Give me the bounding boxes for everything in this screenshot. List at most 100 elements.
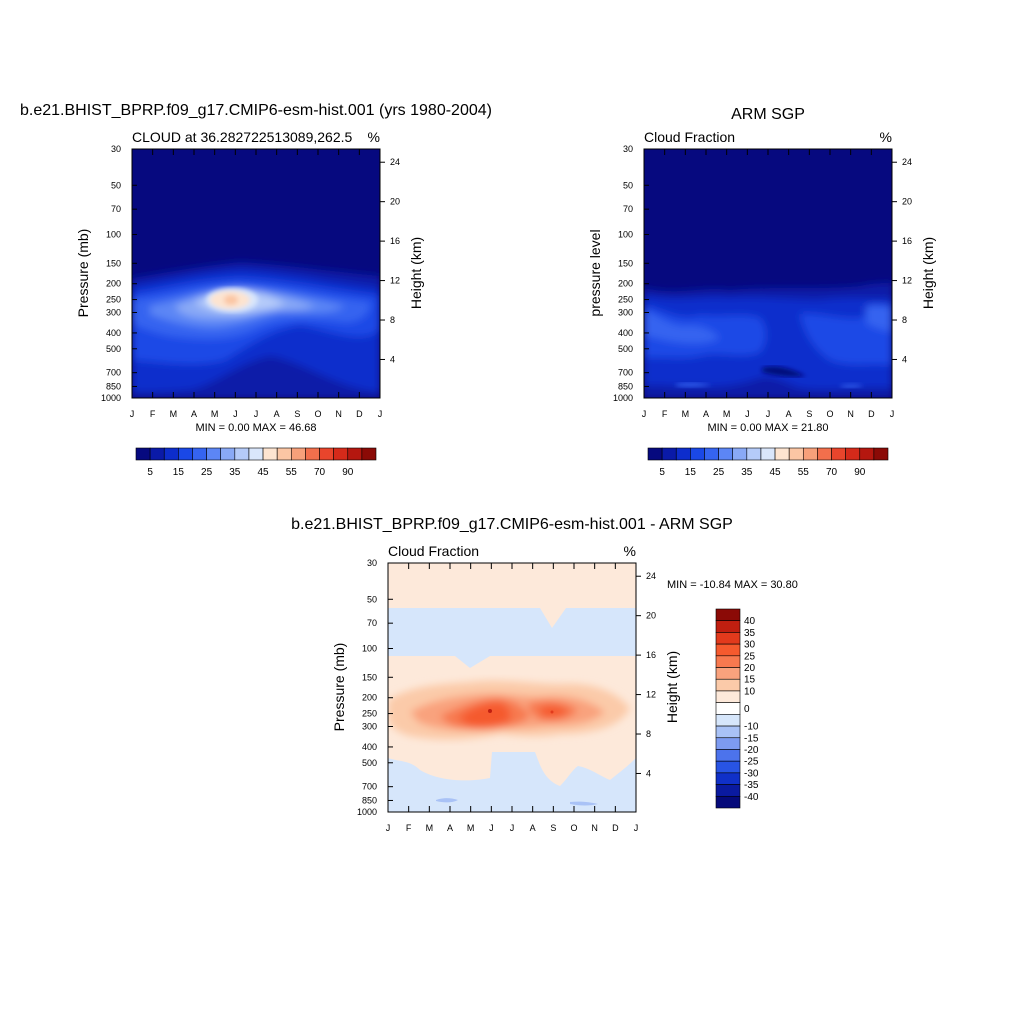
- colorbar-swatch: [248, 447, 264, 461]
- y2-tick-label: 24: [902, 157, 912, 167]
- colorbar-label: 25: [744, 651, 756, 662]
- colorbar-swatch: [845, 447, 861, 461]
- x-tick-label: O: [826, 409, 833, 419]
- y2-tick-label: 4: [902, 354, 907, 364]
- field-fill-neg-upper: [388, 608, 636, 668]
- x-tick-label: S: [550, 823, 556, 833]
- y2-tick-label: 24: [390, 157, 400, 167]
- colorbar-label: 90: [342, 467, 354, 478]
- colorbar-swatch: [361, 447, 377, 461]
- colorbar-swatch: [718, 447, 734, 461]
- x-tick-label: N: [335, 409, 342, 419]
- colorbar-swatch: [178, 447, 193, 461]
- panel-diff-title: b.e21.BHIST_BPRP.f09_g17.CMIP6-esm-hist.…: [291, 516, 733, 533]
- panel-diff-right-label: %: [624, 543, 636, 559]
- y-tick-label: 500: [362, 758, 377, 768]
- panel-diff-ylabel-right: Height (km): [664, 651, 680, 723]
- panel-obs: ARM SGP Cloud Fraction % 30 50 70 100 150 200…: [587, 106, 936, 478]
- colorbar-label: 5: [147, 467, 153, 478]
- panel-model-colorbar: 5 15 25 35 45 55 70 90: [135, 447, 377, 478]
- colorbar-label: 45: [769, 467, 781, 478]
- panel-diff-axes: 30 50 70 100 150 200 250 300 400 500 700 850 1000 24 2…: [357, 558, 656, 833]
- panel-obs-left-label: Cloud Fraction: [644, 129, 735, 145]
- colorbar-swatch: [788, 447, 804, 461]
- y-tick-label: 200: [106, 279, 121, 289]
- colorbar-swatch: [661, 447, 677, 461]
- x-tick-label: M: [723, 409, 731, 419]
- x-tick-label: J: [642, 409, 647, 419]
- field-fill-max: [224, 295, 238, 305]
- panel-obs-colorbar: 5 15 25 35 45 55 70 90: [647, 447, 889, 478]
- colorbar-label: -35: [744, 780, 759, 791]
- panel-obs-ylabel-right: Height (km): [920, 237, 936, 309]
- colorbar-swatch: [715, 667, 741, 680]
- x-tick-label: F: [662, 409, 668, 419]
- y-tick-label: 500: [618, 344, 633, 354]
- panel-diff-left-label: Cloud Fraction: [388, 543, 479, 559]
- y-tick-label: 70: [111, 204, 121, 214]
- colorbar-label: 15: [744, 675, 756, 686]
- x-tick-label: A: [530, 823, 536, 833]
- x-tick-label: J: [489, 823, 494, 833]
- colorbar-label: -30: [744, 768, 759, 779]
- colorbar-label: 90: [854, 467, 866, 478]
- x-tick-label: S: [294, 409, 300, 419]
- x-tick-label: M: [211, 409, 219, 419]
- x-tick-label: M: [467, 823, 475, 833]
- panel-model-ylabel: Pressure (mb): [75, 229, 91, 318]
- x-tick-label: J: [634, 823, 639, 833]
- colorbar-swatch: [715, 678, 741, 692]
- panel-model: b.e21.BHIST_BPRP.f09_g17.CMIP6-esm-hist.…: [20, 102, 492, 478]
- colorbar-swatch: [715, 749, 741, 762]
- field-fill-secondary-marker: [550, 710, 554, 714]
- x-tick-label: J: [254, 409, 259, 419]
- x-tick-label: A: [274, 409, 280, 419]
- y-tick-label: 300: [618, 308, 633, 318]
- x-tick-label: N: [847, 409, 854, 419]
- y-tick-label: 250: [106, 295, 121, 305]
- colorbar-swatch: [817, 447, 832, 461]
- y2-tick-label: 20: [902, 197, 912, 207]
- y-tick-label: 300: [106, 308, 121, 318]
- colorbar-label: 30: [744, 640, 756, 651]
- colorbar-swatch: [715, 725, 741, 739]
- panel-model-right-label: %: [368, 129, 380, 145]
- panel-model-left-label: CLOUD at 36.282722513089,262.5: [132, 129, 352, 145]
- colorbar-label: 5: [659, 467, 665, 478]
- x-tick-label: J: [233, 409, 238, 419]
- field-fill-level-15: [644, 306, 892, 365]
- y-tick-label: 700: [362, 782, 377, 792]
- colorbar-swatch: [746, 447, 762, 461]
- colorbar-swatch: [715, 760, 741, 774]
- x-tick-label: A: [191, 409, 197, 419]
- y-tick-label: 850: [362, 795, 377, 805]
- y-tick-label: 200: [618, 279, 633, 289]
- colorbar-swatch: [732, 447, 748, 461]
- x-tick-label: J: [890, 409, 895, 419]
- y2-tick-label: 12: [390, 276, 400, 286]
- panel-obs-stats: MIN = 0.00 MAX = 21.80: [707, 422, 828, 434]
- colorbar-swatch: [290, 447, 306, 461]
- colorbar-swatch: [802, 447, 818, 461]
- y2-tick-label: 12: [646, 690, 656, 700]
- x-tick-label: D: [612, 823, 619, 833]
- y-tick-label: 400: [106, 328, 121, 338]
- field-fill-level-20: [644, 305, 892, 344]
- colorbar-swatch: [149, 447, 165, 461]
- x-tick-label: F: [150, 409, 156, 419]
- colorbar-swatch: [715, 632, 741, 645]
- colorbar-swatch: [873, 447, 889, 461]
- y-tick-label: 1000: [357, 807, 377, 817]
- x-tick-label: M: [170, 409, 178, 419]
- y-tick-label: 400: [618, 328, 633, 338]
- y2-tick-label: 8: [646, 729, 651, 739]
- x-tick-label: J: [378, 409, 383, 419]
- y2-tick-label: 8: [390, 315, 395, 325]
- colorbar-swatch: [715, 690, 741, 703]
- y2-tick-label: 20: [646, 611, 656, 621]
- colorbar-label: -40: [744, 792, 759, 803]
- y-tick-label: 70: [367, 618, 377, 628]
- y2-tick-label: 20: [390, 197, 400, 207]
- y-tick-label: 850: [618, 381, 633, 391]
- x-tick-label: A: [447, 823, 453, 833]
